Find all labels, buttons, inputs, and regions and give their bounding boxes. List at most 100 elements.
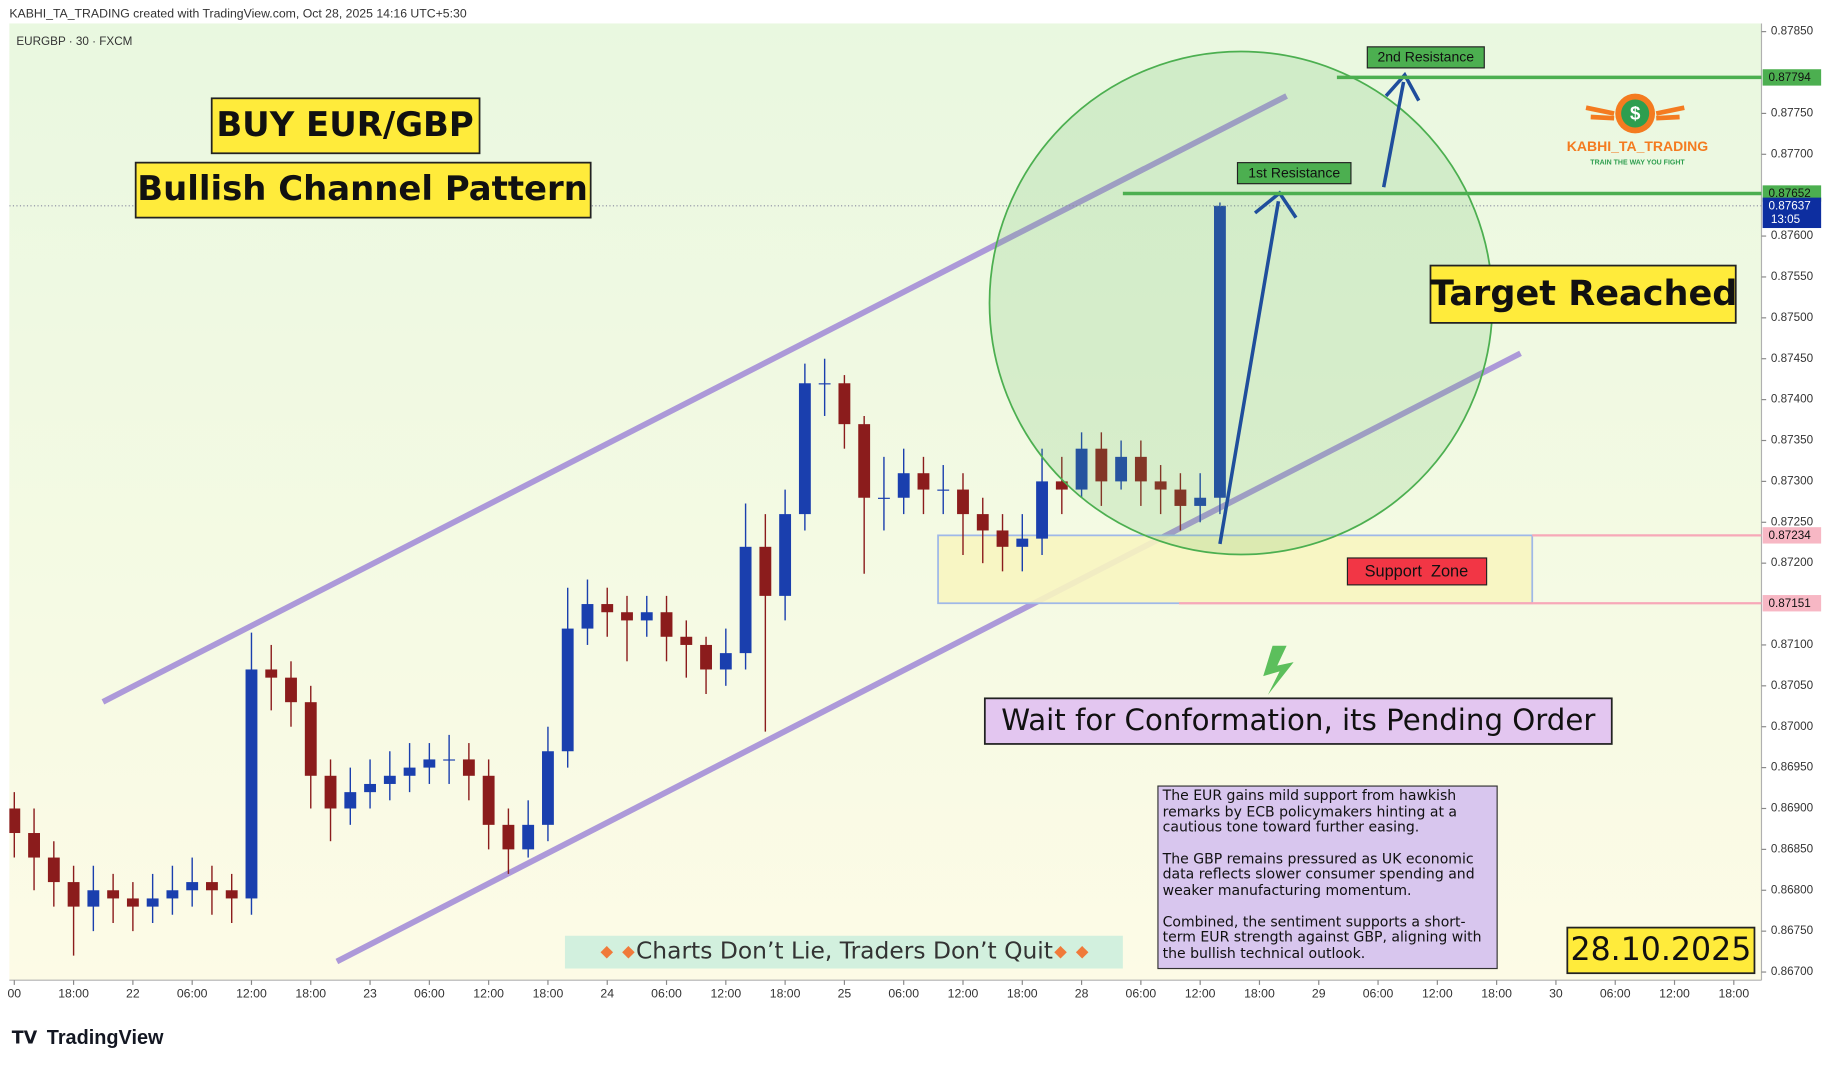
paragraphs: The EUR gains mild support from hawkish …	[1158, 786, 1497, 968]
x-tick-label: 06:00	[888, 987, 919, 1001]
candle-body	[561, 628, 574, 752]
x-tick-label: 12:00	[1185, 987, 1216, 1001]
channel-upper	[101, 93, 1288, 705]
lightning-icon	[1263, 645, 1294, 695]
logo-wings	[1585, 105, 1685, 121]
x-tick-label: 23	[363, 987, 377, 1001]
resistance-label-bg	[1366, 46, 1485, 69]
motto-diamonds: ◆ ◆	[600, 942, 635, 960]
candle-body	[225, 890, 238, 899]
candle-body	[759, 546, 772, 596]
candle-body	[186, 882, 199, 891]
price-tag-bg	[1762, 69, 1822, 86]
candle-body	[522, 824, 535, 850]
candle-body	[1214, 205, 1226, 498]
candle-body	[146, 898, 159, 907]
x-tick-label: 18:00	[1244, 987, 1275, 1001]
x-tick-label: 12:00	[473, 987, 504, 1001]
y-tick-label: 0.86850	[1771, 842, 1814, 855]
footer: TradingView	[47, 1027, 164, 1049]
candle-body	[462, 759, 475, 776]
x-tick-label: 12:00	[236, 987, 267, 1001]
candle-body	[1154, 481, 1167, 490]
target-circle	[988, 50, 1494, 556]
candle-body	[581, 604, 594, 629]
candle-body	[67, 882, 80, 907]
last-price-bg	[1762, 197, 1822, 229]
zone-label-bg	[1346, 557, 1488, 586]
x-tick-label: 24	[600, 987, 614, 1001]
title: BUY EUR/GBP	[216, 105, 473, 144]
candle-body	[976, 514, 989, 531]
y-tick-label: 0.87000	[1771, 720, 1814, 733]
x-tick-label: 12:00	[1659, 987, 1690, 1001]
price-tag-bg	[1762, 595, 1822, 612]
candle-body	[601, 604, 614, 613]
x-tick-label: 06:00	[177, 987, 208, 1001]
candle-body	[47, 857, 60, 883]
motto: Charts Don’t Lie, Traders Don’t Quit	[636, 937, 1053, 965]
news-box	[1157, 785, 1498, 970]
candle-body	[383, 775, 396, 784]
logo-inner	[1621, 99, 1650, 128]
x-tick-label: 18:00	[533, 987, 564, 1001]
candle-body	[206, 882, 218, 891]
y-tick-label: 0.87100	[1771, 638, 1814, 651]
y-tick-label: 0.87550	[1771, 270, 1814, 283]
x-tick-label: 00	[7, 987, 21, 1001]
candles	[9, 202, 1762, 956]
y-tick-label: 0.86800	[1771, 883, 1814, 896]
title-bg	[210, 97, 481, 155]
candle-body	[304, 702, 317, 776]
x-tick-label: 12:00	[948, 987, 979, 1001]
candle-body	[9, 808, 21, 834]
candle-body	[798, 383, 811, 515]
y-tick-label: 0.87300	[1771, 474, 1814, 487]
y-tick-label: 0.87400	[1771, 393, 1814, 406]
candle-body	[621, 612, 633, 621]
y-tick-label: 0.87200	[1771, 556, 1814, 569]
candle-body	[680, 636, 693, 645]
price-tag-bg	[1762, 527, 1822, 544]
x-tick-label: 06:00	[414, 987, 445, 1001]
candle-body	[542, 751, 554, 825]
countdown: 13:05	[1771, 213, 1801, 226]
paragraph: The EUR gains mild support from hawkish …	[1162, 787, 1458, 836]
y-tick-label: 0.87700	[1771, 147, 1814, 160]
candle-body	[917, 473, 930, 490]
x-tick-label: 06:00	[651, 987, 682, 1001]
x-tick-label: 06:00	[1363, 987, 1394, 1001]
candle-body	[1075, 448, 1088, 490]
arrow-2-head	[1384, 71, 1421, 102]
candle-body	[1134, 456, 1147, 482]
candle-body	[166, 890, 179, 899]
y-tick-label: 0.87250	[1771, 515, 1814, 528]
y-tick-label: 0.86750	[1771, 924, 1814, 937]
drawings	[101, 93, 1522, 965]
candle-body	[28, 833, 40, 858]
paragraph: The GBP remains pressured as UK economic…	[1162, 850, 1475, 899]
motto-diamonds: ◆ ◆	[1054, 942, 1089, 960]
candle-body	[344, 792, 357, 809]
candle-body	[423, 759, 436, 768]
candle-body	[957, 489, 969, 515]
header: KABHI_TA_TRADING created with TradingVie…	[9, 6, 467, 20]
date: 28.10.2025	[1570, 932, 1751, 968]
candle-body	[719, 653, 732, 670]
wait-bg	[983, 697, 1613, 745]
resistance-label: 1st Resistance	[1248, 164, 1340, 180]
candle-body	[838, 383, 851, 425]
candle-body	[1115, 456, 1128, 482]
x-tick-label: 29	[1312, 987, 1326, 1001]
candle-body	[858, 424, 871, 498]
y-tick-label: 0.87350	[1771, 434, 1814, 447]
subtitle-bg	[134, 161, 592, 219]
candle-body	[1055, 481, 1068, 490]
y-tick-label: 0.86900	[1771, 802, 1814, 815]
y-tick-label: 0.87050	[1771, 679, 1814, 692]
candle-body	[364, 783, 376, 793]
paragraph: Combined, the sentiment supports a short…	[1162, 913, 1482, 962]
candle-body	[126, 898, 139, 907]
candle-body	[640, 612, 653, 621]
